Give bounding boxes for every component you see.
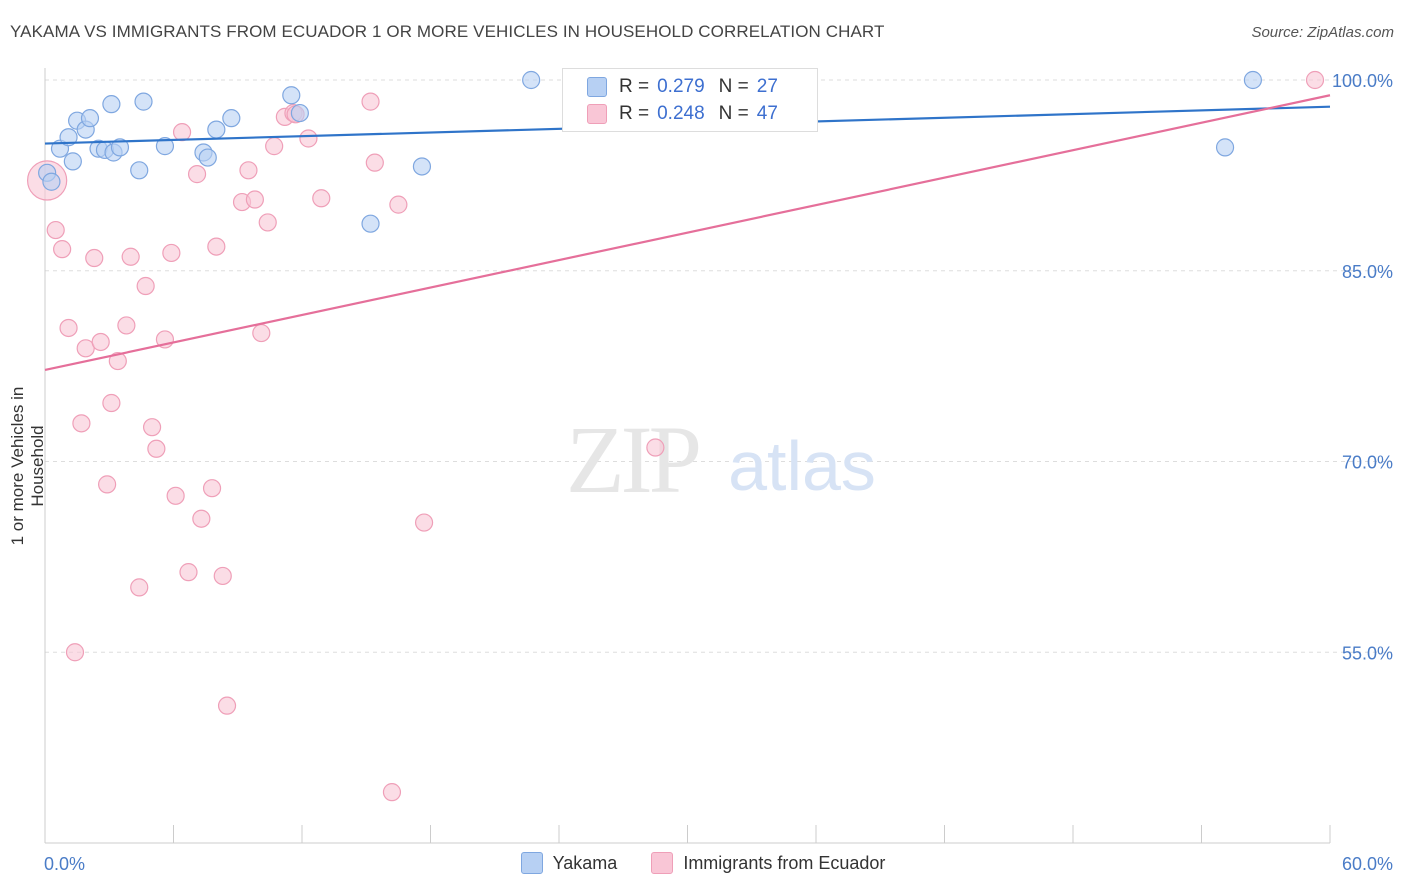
x-tick-label: 60.0% (1342, 854, 1393, 874)
ecuador-point (202, 479, 222, 498)
ecuador-point (213, 566, 232, 586)
tick-labels: 100.0% 85.0% 70.0% 55.0% 0.0% 60.0% (44, 71, 1393, 874)
ecuador-point (136, 276, 155, 296)
ecuador-point (108, 351, 127, 371)
yakama-point (102, 95, 121, 114)
ecuador-point (414, 513, 434, 532)
ecuador-point (98, 475, 117, 494)
yakama-point (1243, 70, 1263, 90)
y-tick-label: 85.0% (1342, 262, 1393, 282)
yakama-point (207, 120, 226, 139)
trend-lines (44, 94, 1331, 372)
chart-title: YAKAMA VS IMMIGRANTS FROM ECUADOR 1 OR M… (10, 22, 885, 41)
yakama-point (412, 157, 432, 176)
watermark-atlas: atlas (728, 427, 876, 505)
ecuador-point (382, 783, 402, 802)
legend-n-value: 47 (756, 103, 778, 124)
yakama-point (42, 172, 61, 191)
legend-n-value: 27 (756, 76, 778, 97)
legend-r-value: 0.248 (657, 103, 705, 124)
yakama-point (290, 103, 309, 123)
ecuador-point (65, 643, 85, 662)
yakama-point (130, 161, 149, 180)
ecuador-point (207, 237, 226, 256)
ecuador-point (172, 123, 192, 142)
legend-row-yakama: R = 0.279 N = 27 (587, 74, 792, 100)
legend-r-label: R = (619, 103, 650, 124)
legend-r-label: R = (619, 76, 650, 97)
ecuador-point (102, 393, 121, 413)
ecuador-point (389, 195, 408, 214)
ecuador-point (117, 316, 136, 335)
ecuador-point (265, 137, 284, 156)
legend-label-ecuador: Immigrants from Ecuador (683, 852, 886, 873)
legend-n-label: N = (718, 103, 749, 124)
yakama-point (63, 152, 82, 171)
yakama-point (282, 86, 301, 105)
ecuador-point (258, 213, 277, 232)
legend-swatch-yakama (587, 77, 607, 97)
yakama-point (80, 109, 100, 128)
yakama-point (134, 92, 153, 111)
ecuador-point (59, 318, 78, 338)
legend-swatch-yakama (520, 852, 543, 874)
trend-line-ecuador (44, 94, 1331, 372)
ecuador-point (187, 165, 207, 184)
ecuador-point (365, 153, 384, 172)
yakama-point (155, 137, 175, 156)
ecuador-point (299, 129, 318, 148)
legend-swatch-ecuador (587, 104, 607, 124)
legend-label-yakama: Yakama (552, 852, 618, 873)
legend-row-ecuador: R = 0.248 N = 47 (587, 101, 792, 127)
ecuador-point (166, 486, 185, 505)
y-tick-label: 70.0% (1342, 453, 1393, 473)
y-tick-label: 55.0% (1342, 643, 1393, 663)
source-label: Source: ZipAtlas.com (1251, 24, 1394, 41)
x-tick-label: 0.0% (44, 854, 85, 874)
yakama-point (110, 138, 130, 157)
ecuador-point (192, 509, 211, 528)
yakama-point (522, 70, 541, 90)
ecuador-point (85, 248, 104, 268)
y-axis-title: 1 or more Vehicles in Household (8, 386, 47, 546)
yakama-point (1215, 138, 1235, 157)
yakama-point (222, 109, 241, 128)
ecuador-point (53, 240, 72, 259)
series-legend: Yakama Immigrants from Ecuador (0, 852, 1406, 874)
ecuador-point (217, 696, 237, 715)
ecuador-point (239, 161, 258, 180)
series-yakama-points (38, 70, 1263, 233)
ecuador-point (121, 247, 140, 266)
axes (44, 68, 1331, 844)
legend-item-ecuador: Immigrants from Ecuador (651, 852, 885, 874)
watermark: ZIP atlas (566, 406, 876, 513)
yakama-point (361, 214, 380, 233)
legend-item-yakama: Yakama (520, 852, 618, 874)
ecuador-point (245, 190, 264, 209)
series-ecuador-points (26, 70, 1325, 802)
y-tick-label: 100.0% (1332, 71, 1393, 91)
ecuador-point (361, 92, 380, 111)
ecuador-point (142, 418, 162, 437)
ecuador-point (46, 220, 65, 240)
legend-swatch-ecuador (651, 852, 674, 874)
ecuador-point (130, 578, 149, 597)
ecuador-point (91, 332, 110, 352)
legend-r-value: 0.279 (657, 76, 705, 97)
legend-n-label: N = (718, 76, 749, 97)
ecuador-point (312, 189, 331, 208)
ecuador-point (162, 243, 181, 263)
ecuador-point (72, 414, 91, 433)
ecuador-point (252, 323, 271, 343)
ecuador-point (646, 438, 665, 457)
ecuador-point (147, 439, 166, 458)
yakama-point (198, 148, 217, 167)
correlation-legend: R = 0.279 N = 27 R = 0.248 N = 47 (562, 68, 818, 132)
ecuador-point (179, 563, 198, 582)
watermark-zip: ZIP (566, 406, 699, 513)
ecuador-point (1305, 70, 1325, 90)
yakama-point (59, 128, 78, 147)
